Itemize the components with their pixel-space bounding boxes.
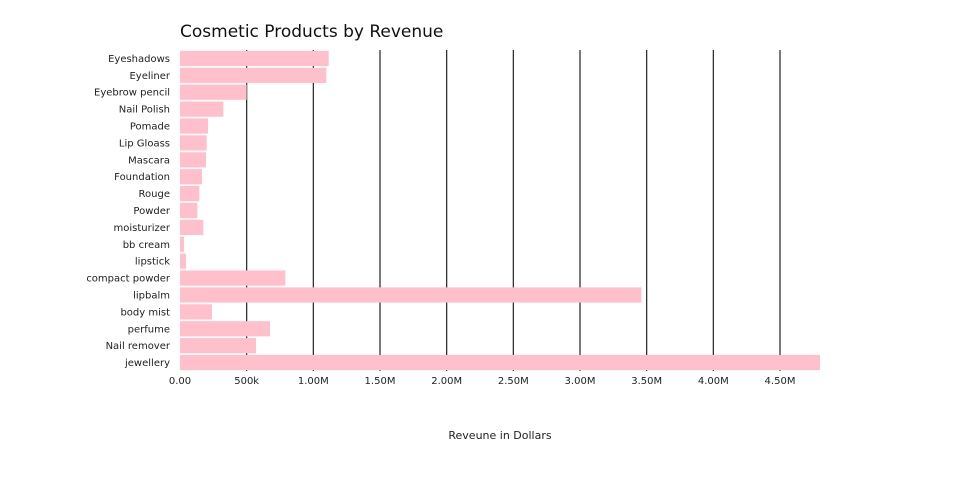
x-tick-label: 3.00M bbox=[565, 376, 596, 387]
bar bbox=[180, 84, 247, 100]
y-tick-label: Powder bbox=[133, 206, 170, 217]
bar bbox=[180, 253, 186, 269]
bar bbox=[180, 338, 256, 354]
bar bbox=[180, 287, 642, 303]
y-tick-label: lipstick bbox=[135, 257, 170, 268]
x-tick-label: 4.50M bbox=[765, 376, 796, 387]
bar bbox=[180, 304, 212, 320]
bar bbox=[180, 186, 200, 202]
bar bbox=[180, 118, 208, 134]
y-tick-label: bb cream bbox=[123, 240, 170, 251]
x-tick-label: 2.00M bbox=[431, 376, 462, 387]
bar bbox=[180, 169, 202, 185]
y-tick-label: perfume bbox=[128, 324, 170, 335]
y-tick-label: Rouge bbox=[139, 189, 170, 200]
bar bbox=[180, 152, 206, 168]
bar bbox=[180, 50, 329, 67]
y-tick-label: Eyeshadows bbox=[108, 54, 170, 65]
y-tick-label: Foundation bbox=[114, 172, 170, 183]
chart-title: Cosmetic Products by Revenue bbox=[180, 22, 444, 42]
bar bbox=[180, 270, 286, 286]
y-tick-label: Nail remover bbox=[106, 341, 171, 352]
x-tick-label: 0.00 bbox=[169, 376, 191, 387]
bar bbox=[180, 236, 184, 252]
y-tick-label: jewellery bbox=[124, 358, 170, 369]
bar bbox=[180, 101, 224, 117]
y-tick-label: Nail Polish bbox=[119, 105, 170, 116]
bar bbox=[180, 354, 820, 371]
bar bbox=[180, 202, 198, 219]
x-tick-label: 1.50M bbox=[365, 376, 396, 387]
bar bbox=[180, 67, 327, 83]
x-tick-label: 500k bbox=[234, 376, 259, 387]
bar bbox=[180, 219, 204, 235]
y-tick-label: Eyeliner bbox=[129, 71, 170, 82]
x-axis-title: Reveune in Dollars bbox=[448, 429, 552, 442]
x-tick-label: 1.00M bbox=[298, 376, 329, 387]
y-tick-label: body mist bbox=[120, 307, 170, 318]
x-tick-label: 3.50M bbox=[631, 376, 662, 387]
x-tick-label: 2.50M bbox=[498, 376, 529, 387]
bar bbox=[180, 135, 207, 151]
y-tick-label: Pomade bbox=[130, 122, 170, 133]
y-tick-label: lipbalm bbox=[133, 290, 170, 301]
y-tick-label: Mascara bbox=[128, 155, 170, 166]
y-tick-label: Eyebrow pencil bbox=[94, 88, 170, 99]
y-tick-label: compact powder bbox=[86, 274, 171, 285]
y-tick-label: moisturizer bbox=[113, 223, 170, 234]
y-tick-label: Lip Gloass bbox=[119, 138, 170, 149]
bar bbox=[180, 321, 270, 337]
x-tick-label: 4.00M bbox=[698, 376, 729, 387]
